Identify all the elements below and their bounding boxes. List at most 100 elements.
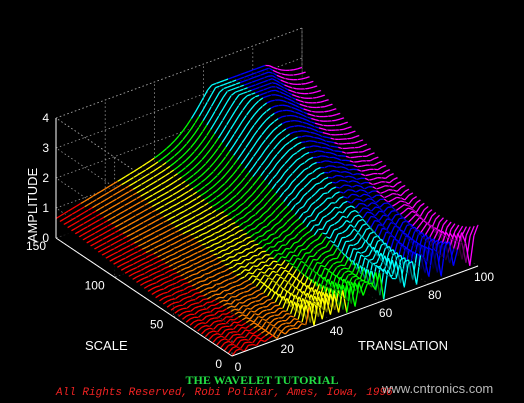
surface-segment <box>352 173 358 176</box>
surface-segment <box>293 130 298 133</box>
surface-segment <box>159 216 165 220</box>
surface-segment <box>320 160 326 164</box>
surface-segment <box>247 275 253 281</box>
surface-segment <box>187 212 193 216</box>
surface-segment <box>267 197 273 203</box>
surface-segment <box>221 146 227 153</box>
surface-segment <box>212 337 218 343</box>
surface-segment <box>184 281 189 285</box>
surface-segment <box>197 141 204 148</box>
surface-segment <box>251 290 257 296</box>
surface-segment <box>349 164 354 166</box>
surface-segment <box>285 133 291 138</box>
surface-segment <box>272 334 278 340</box>
surface-segment <box>320 106 325 108</box>
surface-segment <box>349 168 354 171</box>
surface-segment <box>131 203 137 208</box>
surface-segment <box>264 67 270 71</box>
surface-segment <box>286 299 292 312</box>
surface-segment <box>301 141 306 143</box>
surface-segment <box>242 225 248 231</box>
surface-segment <box>99 222 104 226</box>
surface-segment <box>327 188 333 194</box>
surface-segment <box>361 250 366 254</box>
surface-segment <box>221 124 228 133</box>
surface-segment <box>259 81 265 84</box>
surface-segment <box>82 226 88 230</box>
surface-segment <box>109 253 115 257</box>
surface-segment <box>130 231 136 236</box>
surface-segment <box>273 118 279 123</box>
surface-segment <box>217 256 222 259</box>
surface-segment <box>188 194 194 198</box>
surface-segment <box>290 221 296 227</box>
surface-segment <box>220 264 226 269</box>
surface-segment <box>278 310 284 316</box>
surface-segment <box>304 256 310 264</box>
surface-segment <box>384 189 390 193</box>
surface-segment <box>244 338 249 341</box>
surface-segment <box>240 72 245 76</box>
surface-segment <box>284 81 290 84</box>
surface-segment <box>132 192 138 196</box>
surface-segment <box>186 118 192 126</box>
surface-segment <box>341 229 347 234</box>
surface-segment <box>216 260 222 265</box>
surface-segment <box>326 136 331 139</box>
surface-segment <box>186 313 191 317</box>
z-tick-label: 4 <box>42 111 49 125</box>
surface-segment <box>198 308 203 312</box>
surface-segment <box>226 296 232 302</box>
surface-segment <box>124 265 130 269</box>
surface-segment <box>298 125 303 127</box>
surface-segment <box>189 243 195 247</box>
surface-segment <box>75 214 81 218</box>
surface-segment <box>140 193 146 197</box>
surface-segment <box>304 87 310 90</box>
surface-segment <box>119 210 125 215</box>
surface-segment <box>204 277 209 282</box>
surface-segment <box>231 79 237 83</box>
surface-segment <box>220 174 226 180</box>
surface-segment <box>248 73 253 77</box>
surface-segment <box>206 311 211 314</box>
surface-segment <box>295 271 302 280</box>
surface-segment <box>202 124 208 132</box>
surface-segment <box>220 338 226 342</box>
surface-segment <box>423 205 429 211</box>
surface-segment <box>176 264 182 268</box>
surface-segment <box>212 190 218 195</box>
surface-segment <box>312 96 317 99</box>
surface-segment <box>178 238 183 242</box>
surface-segment <box>206 129 212 137</box>
surface-segment <box>208 334 214 341</box>
surface-segment <box>291 97 297 101</box>
surface-segment <box>321 142 327 145</box>
surface-segment <box>170 237 175 241</box>
surface-segment <box>294 111 300 115</box>
surface-segment <box>251 198 257 203</box>
surface-segment <box>132 266 138 270</box>
surface-segment <box>305 305 311 325</box>
surface-segment <box>290 229 296 235</box>
surface-segment <box>233 248 239 251</box>
surface-segment <box>336 170 342 174</box>
surface-segment <box>310 219 315 222</box>
surface-segment <box>372 249 378 260</box>
surface-segment <box>348 172 354 176</box>
surface-segment <box>270 209 276 216</box>
surface-segment <box>233 252 239 258</box>
surface-segment <box>173 151 179 157</box>
surface-segment <box>260 72 265 76</box>
surface-segment <box>337 290 344 313</box>
grid-line <box>55 117 233 237</box>
surface-segment <box>232 333 238 336</box>
surface-segment <box>196 174 202 180</box>
surface-segment <box>181 247 187 251</box>
surface-segment <box>329 229 335 239</box>
surface-segment <box>127 211 133 216</box>
surface-segment <box>163 285 169 290</box>
surface-segment <box>183 219 188 224</box>
surface-segment <box>284 141 290 146</box>
surface-segment <box>181 166 187 172</box>
